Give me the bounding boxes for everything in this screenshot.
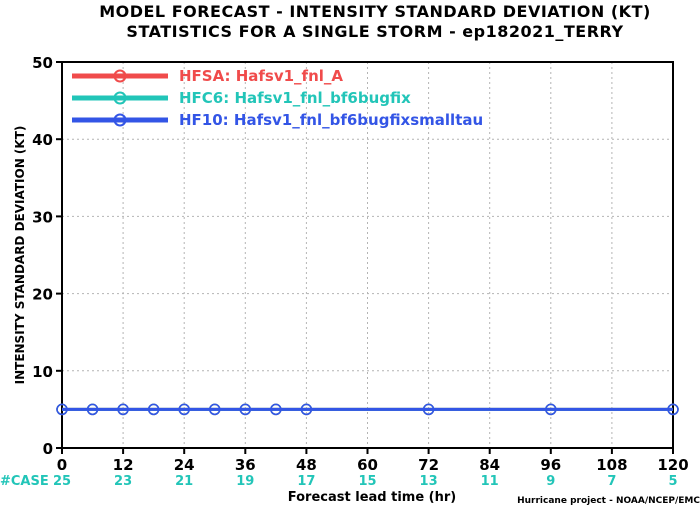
y-tick-label: 30: [32, 208, 53, 226]
x-tick-label: 84: [479, 456, 500, 474]
series-3-point: [86, 403, 99, 416]
legend-label-3: HF10: Hafsv1_fnl_bf6bugfixsmalltau: [179, 111, 483, 129]
series-3-point: [667, 403, 679, 416]
x-tick-label: 24: [174, 456, 195, 474]
series-3-point: [239, 403, 252, 416]
x-tick-label: 36: [235, 456, 256, 474]
case-count: 25: [53, 474, 71, 489]
case-count: 11: [481, 474, 499, 489]
credit-text: Hurricane project - NOAA/NCEP/EMC: [517, 496, 700, 506]
chart-title-line2: STATISTICS FOR A SINGLE STORM - ep182021…: [126, 22, 623, 41]
y-axis-label: INTENSITY STANDARD DEVIATION (KT): [13, 126, 27, 385]
case-count: 23: [114, 474, 132, 489]
x-tick-label: 48: [296, 456, 317, 474]
legend-marker-3: [113, 113, 127, 127]
x-tick-label: 72: [418, 456, 439, 474]
legend: HFSA: Hafsv1_fnl_A HFC6: Hafsv1_fnl_bf6bu…: [72, 67, 483, 129]
case-count: 19: [236, 474, 254, 489]
y-tick-label: 20: [32, 286, 53, 304]
series-3-point: [300, 403, 313, 416]
series-3-point: [178, 403, 190, 416]
case-count: 7: [607, 474, 616, 489]
legend-label-2: HFC6: Hafsv1_fnl_bf6bugfix: [179, 89, 411, 107]
x-tick-label: 120: [657, 456, 688, 474]
x-tick-label: 108: [596, 456, 627, 474]
chart-title-line1: MODEL FORECAST - INTENSITY STANDARD DEVI…: [99, 2, 651, 21]
case-count: 5: [668, 474, 677, 489]
x-tick-label: 60: [357, 456, 378, 474]
case-count: 21: [175, 474, 193, 489]
y-tick-label: 40: [32, 131, 53, 149]
legend-marker-1: [113, 69, 127, 83]
series-3-point: [56, 403, 68, 416]
y-tick-label: 0: [43, 440, 53, 458]
series-3-point: [117, 403, 129, 416]
x-tick-label: 12: [113, 456, 134, 474]
x-tick-label: 96: [540, 456, 561, 474]
case-label: #CASE: [0, 474, 49, 489]
series-3-point: [270, 403, 282, 416]
case-counts: #CASE 25 23 21 19 17 15 13 11 9 7 5: [0, 474, 678, 489]
case-count: 17: [297, 474, 315, 489]
x-axis-label: Forecast lead time (hr): [288, 490, 456, 505]
series-3-point: [545, 403, 557, 416]
case-count: 9: [546, 474, 555, 489]
case-count: 13: [420, 474, 438, 489]
legend-marker-2: [113, 91, 127, 105]
series-3-point: [147, 403, 160, 416]
series-3-point: [422, 403, 435, 416]
x-tick-label: 0: [57, 456, 67, 474]
case-count: 15: [358, 474, 376, 489]
series-3-point: [209, 403, 221, 416]
y-tick-label: 50: [32, 54, 53, 72]
y-tick-label: 10: [32, 363, 53, 381]
legend-label-1: HFSA: Hafsv1_fnl_A: [179, 67, 343, 85]
series-layer: [56, 403, 679, 416]
axis-ticks: 0 10 20 30 40 50 0 12 24 36 48 60 72 84 96 108 120: [32, 54, 689, 474]
grid: [62, 62, 673, 448]
